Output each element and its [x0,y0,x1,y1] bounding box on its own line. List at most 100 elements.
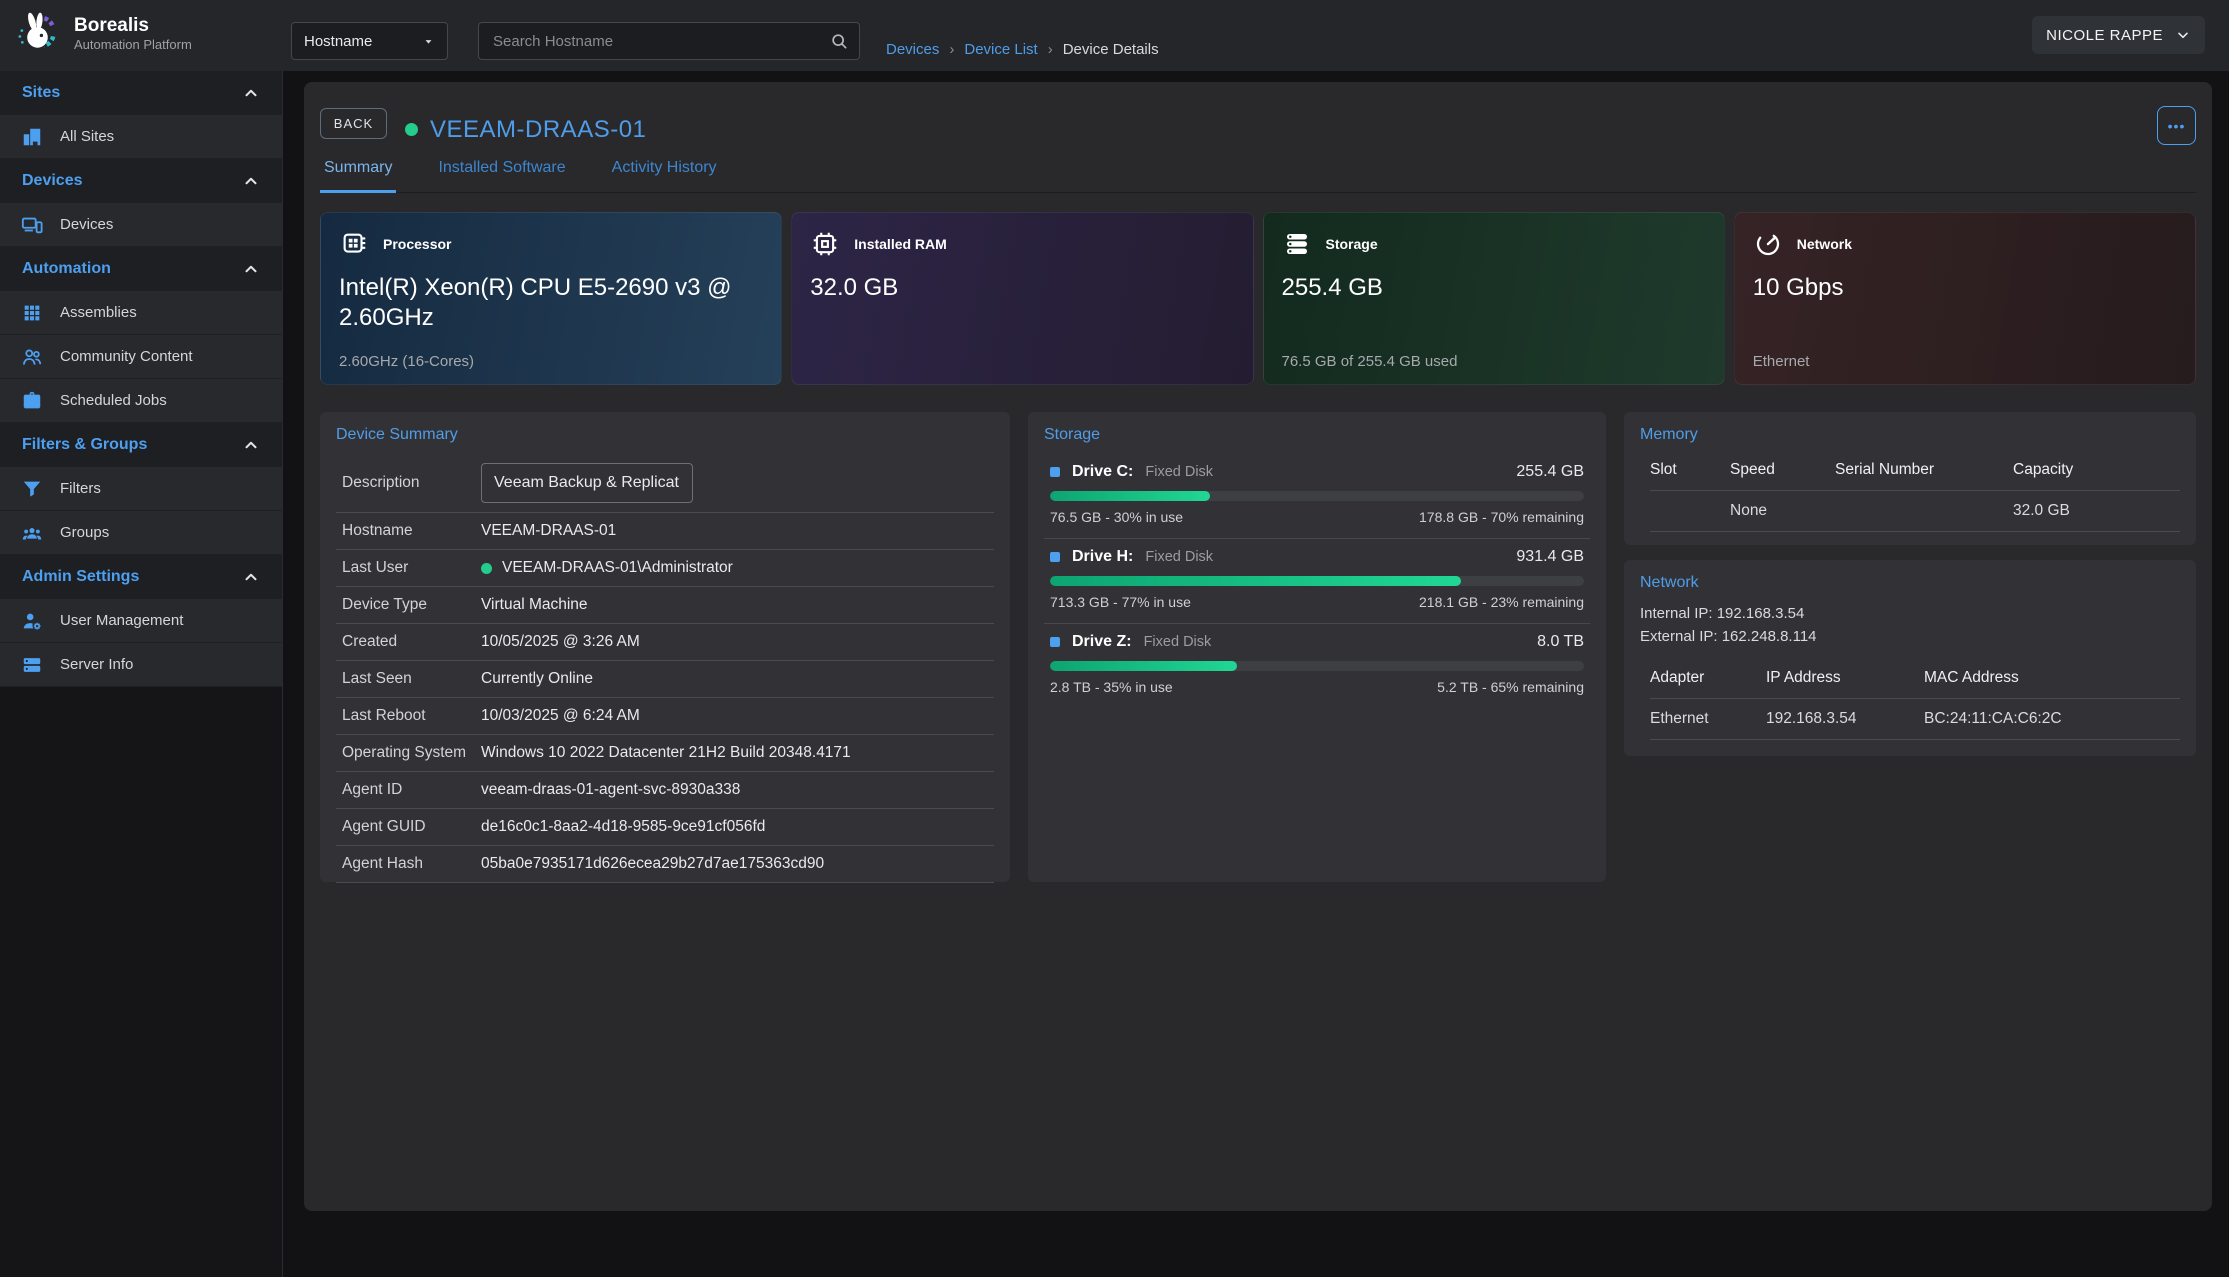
summary-row: Device Type Virtual Machine [336,587,994,624]
section-label: Devices [22,172,83,189]
row-label: Last Reboot [342,707,426,724]
row-value: de16c0c1-8aa2-4d18-9585-9ce91cf056fd [481,818,766,835]
breadcrumb-device-list[interactable]: Device List [964,41,1038,58]
row-label: Agent Hash [342,855,423,872]
tab-activity-history[interactable]: Activity History [611,159,717,176]
row-label: Created [342,633,398,650]
sidebar-item-label: Groups [60,524,110,541]
stat-card-network: Network 10 Gbps Ethernet [1733,212,2196,385]
memory-panel: Memory Slot Speed Serial Number Capacity… [1624,412,2196,545]
sidebar-item-community-content[interactable]: Community Content [0,335,282,379]
sidebar-item-scheduled-jobs[interactable]: Scheduled Jobs [0,379,282,423]
sidebar-item-devices[interactable]: Devices [0,203,282,247]
stat-subtitle: 76.5 GB of 255.4 GB used [1281,353,1458,370]
row-label: Agent ID [342,781,403,798]
sidebar-item-filters[interactable]: Filters [0,467,282,511]
stat-value: Intel(R) Xeon(R) CPU E5-2690 v3 @ 2.60GH… [339,274,732,331]
sidebar-item-server-info[interactable]: Server Info [0,643,282,687]
sidebar-item-label: Assemblies [60,304,137,321]
speedometer-icon [1753,229,1783,259]
summary-row: Last Reboot 10/03/2025 @ 6:24 AM [336,698,994,735]
stat-subtitle: Ethernet [1752,353,1810,370]
people-icon [21,346,43,368]
row-label: Agent GUID [342,818,426,835]
sidebar-item-label: All Sites [60,128,115,145]
search-field-select[interactable]: Hostname [291,22,448,60]
user-menu[interactable]: NICOLE RAPPE [2032,16,2205,54]
panel-title: Memory [1640,426,1698,443]
section-label: Filters & Groups [22,436,148,453]
drive-bullet-icon [1050,467,1060,477]
sidebar-section-automation[interactable]: Automation [0,247,282,291]
sidebar-item-user-management[interactable]: User Management [0,599,282,643]
column-header: Speed [1730,461,1775,478]
sidebar-section-admin-settings[interactable]: Admin Settings [0,555,282,599]
last-user-value: VEEAM-DRAAS-01\Administrator [502,559,733,576]
sidebar-item-all-sites[interactable]: All Sites [0,115,282,159]
sidebar-section-sites[interactable]: Sites [0,71,282,115]
tab-summary[interactable]: Summary [320,159,397,193]
summary-row: Last Seen Currently Online [336,661,994,698]
drive-size: 8.0 TB [1537,633,1584,650]
device-title: VEEAM-DRAAS-01 [430,116,647,143]
chevron-down-icon [2175,27,2191,43]
description-input[interactable] [481,463,693,503]
summary-row: Agent ID veeam-draas-01-agent-svc-8930a3… [336,772,994,809]
summary-row: Operating System Windows 10 2022 Datacen… [336,735,994,772]
sidebar-section-devices[interactable]: Devices [0,159,282,203]
brand-subtitle: Automation Platform [74,36,192,52]
drive-bullet-icon [1050,552,1060,562]
table-cell [1835,490,2013,532]
sidebar-item-label: Scheduled Jobs [60,392,167,409]
summary-row: Last User VEEAM-DRAAS-01\Administrator [336,550,994,587]
drive-used: 76.5 GB - 30% in use [1050,509,1184,525]
column-header: IP Address [1766,668,1841,686]
drive-usage-bar [1050,576,1584,586]
chevron-up-icon [242,568,260,586]
row-label: Last Seen [342,670,412,687]
summary-row: Hostname VEEAM-DRAAS-01 [336,513,994,550]
sidebar-item-assemblies[interactable]: Assemblies [0,291,282,335]
sidebar-item-groups[interactable]: Groups [0,511,282,555]
sidebar-section-filters-groups[interactable]: Filters & Groups [0,423,282,467]
drive-type: Fixed Disk [1145,549,1214,565]
search-input[interactable] [491,31,829,51]
breadcrumb: Devices › Device List › Device Details [886,41,1159,58]
stat-card-row: Processor Intel(R) Xeon(R) CPU E5-2690 v… [320,212,2196,385]
row-value: Currently Online [481,670,593,687]
breadcrumb-devices[interactable]: Devices [886,41,940,58]
memory-table: Slot Speed Serial Number Capacity None 3… [1640,454,2180,532]
section-label: Sites [22,84,61,101]
column-header: Serial Number [1835,461,1935,478]
funnel-icon [21,478,43,500]
breadcrumb-separator: › [1047,41,1053,58]
back-button[interactable]: BACK [320,108,387,139]
row-value: 05ba0e7935171d626ecea29b27d7ae175363cd90 [481,855,825,872]
top-bar: Borealis Automation Platform Hostname De… [0,0,2229,71]
stat-card-installed-ram: Installed RAM 32.0 GB [791,212,1254,385]
stat-card-storage: Storage 255.4 GB 76.5 GB of 255.4 GB use… [1262,212,1725,385]
network-panel: Network Internal IP: 192.168.3.54 Extern… [1624,560,2196,756]
sidebar-item-label: Filters [60,480,101,497]
tab-installed-software[interactable]: Installed Software [438,159,566,176]
row-value: Virtual Machine [481,596,588,613]
summary-row: Agent GUID de16c0c1-8aa2-4d18-9585-9ce91… [336,809,994,846]
drive-row-h: Drive H: Fixed Disk 931.4 GB 713.3 GB - … [1044,539,1590,624]
stat-value: 255.4 GB [1281,274,1383,301]
row-value: 10/05/2025 @ 3:26 AM [481,633,640,650]
user-gear-icon [21,610,43,632]
drive-remaining: 5.2 TB - 65% remaining [1437,679,1584,695]
rabbit-logo-icon [14,10,61,57]
drive-usage-bar [1050,661,1584,671]
row-value: VEEAM-DRAAS-01 [481,522,617,539]
row-label: Description [342,474,420,491]
grid-icon [21,302,43,324]
row-value: Windows 10 2022 Datacenter 21H2 Build 20… [481,744,851,761]
drive-size: 255.4 GB [1516,463,1584,480]
search-box [478,22,860,60]
more-options-button[interactable]: ••• [2157,106,2196,145]
sidebar-item-label: User Management [60,612,184,629]
column-header: Capacity [2013,461,2074,478]
stat-label: Processor [383,236,452,252]
drive-remaining: 178.8 GB - 70% remaining [1419,509,1584,525]
